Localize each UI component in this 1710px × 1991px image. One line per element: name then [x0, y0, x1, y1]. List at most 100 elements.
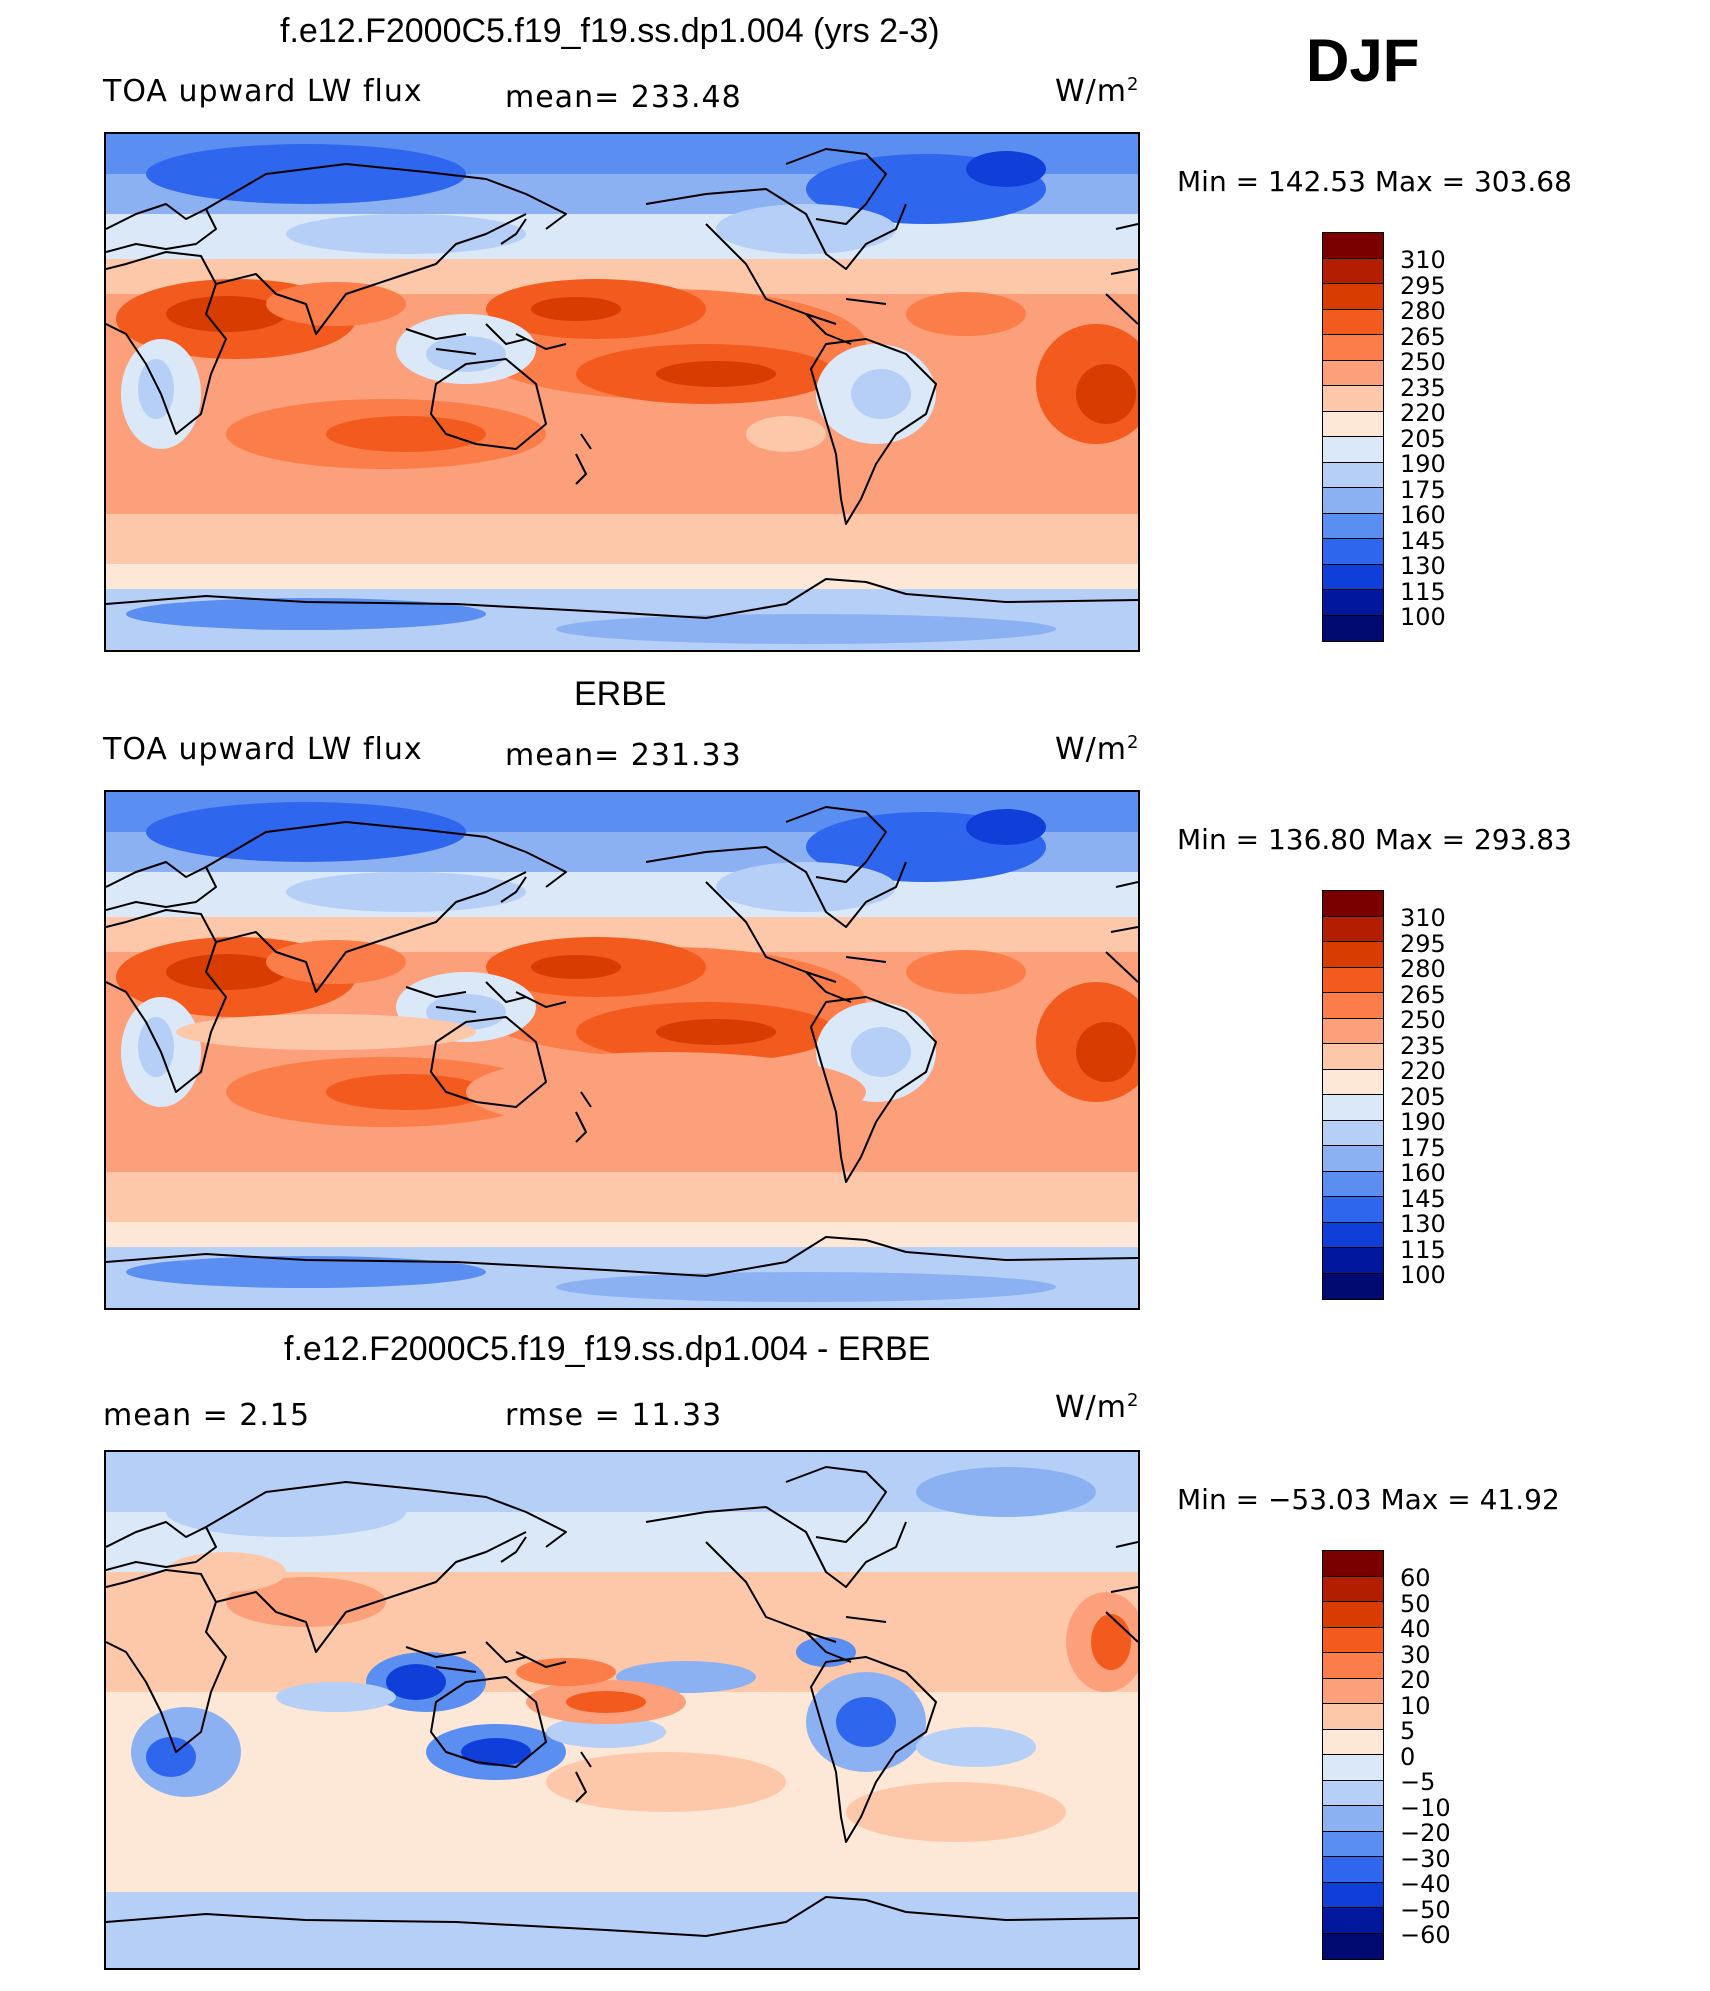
coastline: [106, 909, 227, 1093]
coastline: [106, 203, 217, 253]
colorbar-swatch: [1323, 1755, 1383, 1781]
coastline: [430, 1016, 547, 1108]
colorbar-swatch: [1323, 411, 1383, 437]
contour-blob: [166, 296, 286, 332]
colorbar-swatch: [1323, 1018, 1383, 1044]
coastline: [375, 871, 527, 943]
colorbar-swatch: [1323, 1933, 1383, 1959]
colorbar-tick-label: −40: [1400, 1870, 1451, 1898]
panel3-mean-label: mean = 2.15: [103, 1398, 311, 1433]
colorbar-tick-label: 280: [1400, 955, 1446, 983]
season-label: DJF: [1306, 27, 1420, 94]
coastline: [705, 223, 837, 325]
contour-blob: [146, 144, 466, 204]
coastline: [645, 1506, 907, 1588]
colorbar-swatch: [1323, 335, 1383, 361]
coastline: [106, 1521, 217, 1571]
coastline: [215, 273, 377, 335]
colorbar-tick-label: 60: [1400, 1564, 1431, 1592]
coastline: [430, 1676, 547, 1768]
colorbar-tick-label: 20: [1400, 1666, 1431, 1694]
contour-blob: [851, 369, 911, 419]
colorbar-tick-label: 160: [1400, 501, 1446, 529]
colorbar-swatch: [1323, 1197, 1383, 1223]
coastline: [106, 861, 217, 911]
contour-blob: [126, 1256, 486, 1288]
colorbar-swatch: [1323, 1171, 1383, 1197]
contour-blob: [286, 872, 526, 912]
panel1-variable-label: TOA upward LW flux: [103, 74, 423, 109]
colorbar-swatch: [1323, 1857, 1383, 1883]
colorbar-swatch: [1323, 360, 1383, 386]
coastline: [810, 1656, 937, 1843]
colorbar-swatch: [1323, 1653, 1383, 1679]
contour-blob: [146, 802, 466, 862]
colorbar-swatch: [1323, 1780, 1383, 1806]
colorbar-swatch: [1323, 233, 1383, 259]
coastline: [845, 298, 887, 305]
colorbar-tick-label: 250: [1400, 348, 1446, 376]
contour-blob: [126, 598, 486, 630]
colorbar-swatch: [1323, 1273, 1383, 1299]
coastline: [106, 578, 1138, 619]
coastline: [580, 1091, 592, 1108]
panel2-variable-label: TOA upward LW flux: [103, 732, 423, 767]
coastline: [215, 1591, 377, 1653]
coastline: [500, 218, 527, 245]
contour-blob: [716, 204, 896, 254]
contour-blob: [846, 1782, 1066, 1842]
coastline: [435, 348, 477, 355]
coastline: [785, 806, 887, 883]
colorbar-swatch: [1323, 1146, 1383, 1172]
contour-blob: [546, 1716, 666, 1748]
coastline: [435, 1666, 477, 1673]
panel1-units-label: W/m2: [1055, 74, 1140, 109]
colorbar-tick-label: 220: [1400, 1057, 1446, 1085]
colorbar-swatch: [1323, 386, 1383, 412]
coastline: [215, 931, 377, 993]
coastline: [705, 1541, 837, 1643]
contour-blob: [1076, 364, 1136, 424]
contour-blob: [461, 1738, 531, 1766]
colorbar-tick-label: 235: [1400, 1031, 1446, 1060]
coastline: [375, 213, 527, 285]
colorbar-swatch: [1323, 488, 1383, 514]
colorbar-swatch: [1323, 1831, 1383, 1857]
colorbar-swatch: [1323, 284, 1383, 310]
colorbar-swatch: [1323, 1882, 1383, 1908]
coastline: [845, 956, 887, 963]
panel2-mean-label: mean= 231.33: [505, 738, 742, 773]
colorbar-swatch: [1323, 1248, 1383, 1274]
contour-blob: [226, 1577, 386, 1627]
coastline: [106, 1896, 1138, 1937]
colorbar-tick-label: 5: [1400, 1717, 1416, 1745]
contour-blob: [566, 1691, 646, 1713]
panel3-rmse-label: rmse = 11.33: [505, 1398, 723, 1433]
coastline: [515, 1651, 567, 1668]
colorbar-tick-label: 265: [1400, 322, 1446, 351]
contour-blob: [386, 1664, 446, 1700]
coastline: [485, 1641, 527, 1663]
colorbar-tick-label: 130: [1400, 1210, 1446, 1238]
coastline: [405, 986, 467, 998]
coastline: [575, 1111, 587, 1143]
contour-blob: [466, 1052, 866, 1132]
colorbar-swatch: [1323, 462, 1383, 488]
contour-blob: [266, 282, 406, 326]
coastline: [430, 358, 547, 450]
colorbar-swatch: [1323, 916, 1383, 942]
contour-blob: [426, 994, 506, 1030]
contour-blob: [138, 1017, 174, 1077]
colorbar-tick-label: 130: [1400, 552, 1446, 580]
colorbar-tick-label: 30: [1400, 1640, 1431, 1669]
coastline: [580, 1751, 592, 1768]
colorbar-swatch: [1323, 437, 1383, 463]
coastline: [515, 991, 567, 1008]
colorbar-swatch: [1323, 1602, 1383, 1628]
contour-blob: [966, 151, 1046, 187]
colorbar-tick-label: 310: [1400, 246, 1446, 274]
colorbar-swatch: [1323, 1908, 1383, 1934]
colorbar-tick-label: 190: [1400, 450, 1446, 478]
coastline: [375, 1531, 527, 1603]
contour-blob: [531, 297, 621, 321]
